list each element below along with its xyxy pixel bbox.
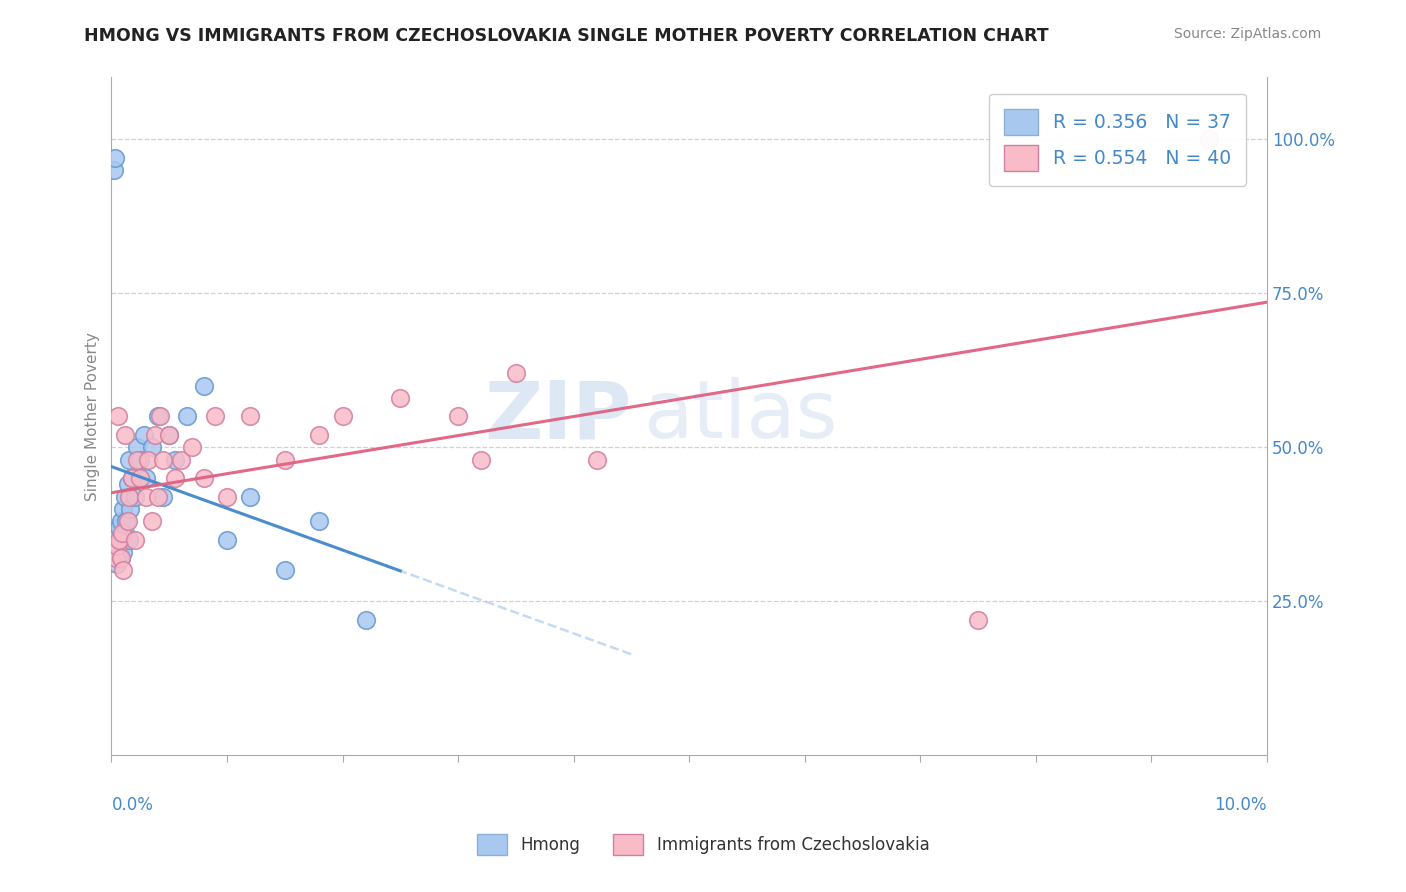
Point: [110, 551, 132, 566]
Point: [152, 490, 174, 504]
Point: [967, 613, 990, 627]
Point: [505, 366, 527, 380]
Point: [118, 452, 141, 467]
Point: [111, 545, 134, 559]
Point: [125, 452, 148, 467]
Point: [107, 526, 129, 541]
Point: [354, 613, 377, 627]
Point: [332, 409, 354, 424]
Point: [141, 514, 163, 528]
Point: [157, 428, 180, 442]
Point: [135, 490, 157, 504]
Text: Source: ZipAtlas.com: Source: ZipAtlas.com: [1174, 27, 1322, 41]
Legend: R = 0.356   N = 37, R = 0.554   N = 40: R = 0.356 N = 37, R = 0.554 N = 40: [988, 94, 1246, 186]
Point: [149, 409, 172, 424]
Point: [146, 409, 169, 424]
Point: [111, 501, 134, 516]
Point: [105, 539, 128, 553]
Point: [585, 452, 607, 467]
Point: [104, 545, 127, 559]
Point: [111, 533, 134, 547]
Legend: Hmong, Immigrants from Czechoslovakia: Hmong, Immigrants from Czechoslovakia: [470, 828, 936, 862]
Point: [215, 533, 238, 547]
Text: ZIP: ZIP: [484, 377, 631, 456]
Text: HMONG VS IMMIGRANTS FROM CZECHOSLOVAKIA SINGLE MOTHER POVERTY CORRELATION CHART: HMONG VS IMMIGRANTS FROM CZECHOSLOVAKIA …: [84, 27, 1049, 45]
Point: [135, 471, 157, 485]
Point: [117, 477, 139, 491]
Point: [274, 564, 297, 578]
Point: [103, 162, 125, 177]
Point: [470, 452, 492, 467]
Point: [111, 564, 134, 578]
Point: [163, 471, 186, 485]
Point: [115, 514, 138, 528]
Point: [105, 558, 128, 572]
Point: [308, 428, 330, 442]
Point: [193, 471, 215, 485]
Point: [181, 440, 204, 454]
Point: [138, 452, 160, 467]
Text: 10.0%: 10.0%: [1215, 796, 1267, 814]
Point: [124, 533, 146, 547]
Text: 0.0%: 0.0%: [111, 796, 153, 814]
Point: [163, 452, 186, 467]
Point: [170, 452, 193, 467]
Point: [117, 514, 139, 528]
Point: [143, 428, 166, 442]
Point: [124, 490, 146, 504]
Point: [108, 520, 131, 534]
Point: [129, 471, 152, 485]
Point: [308, 514, 330, 528]
Point: [111, 526, 134, 541]
Point: [110, 551, 132, 566]
Point: [121, 471, 143, 485]
Point: [104, 151, 127, 165]
Point: [114, 526, 136, 541]
Point: [152, 452, 174, 467]
Point: [239, 409, 262, 424]
Point: [141, 440, 163, 454]
Point: [108, 533, 131, 547]
Point: [447, 409, 470, 424]
Point: [108, 545, 131, 559]
Point: [146, 490, 169, 504]
Point: [274, 452, 297, 467]
Point: [193, 378, 215, 392]
Point: [215, 490, 238, 504]
Point: [114, 490, 136, 504]
Point: [176, 409, 198, 424]
Point: [132, 428, 155, 442]
Point: [125, 440, 148, 454]
Point: [118, 533, 141, 547]
Point: [121, 471, 143, 485]
Text: atlas: atlas: [643, 377, 838, 456]
Point: [239, 490, 262, 504]
Point: [1198, 132, 1220, 146]
Point: [157, 428, 180, 442]
Point: [107, 409, 129, 424]
Point: [105, 551, 128, 566]
Point: [105, 539, 128, 553]
Y-axis label: Single Mother Poverty: Single Mother Poverty: [86, 332, 100, 500]
Point: [118, 501, 141, 516]
Point: [110, 514, 132, 528]
Point: [118, 490, 141, 504]
Point: [114, 428, 136, 442]
Point: [204, 409, 226, 424]
Point: [129, 452, 152, 467]
Point: [389, 391, 412, 405]
